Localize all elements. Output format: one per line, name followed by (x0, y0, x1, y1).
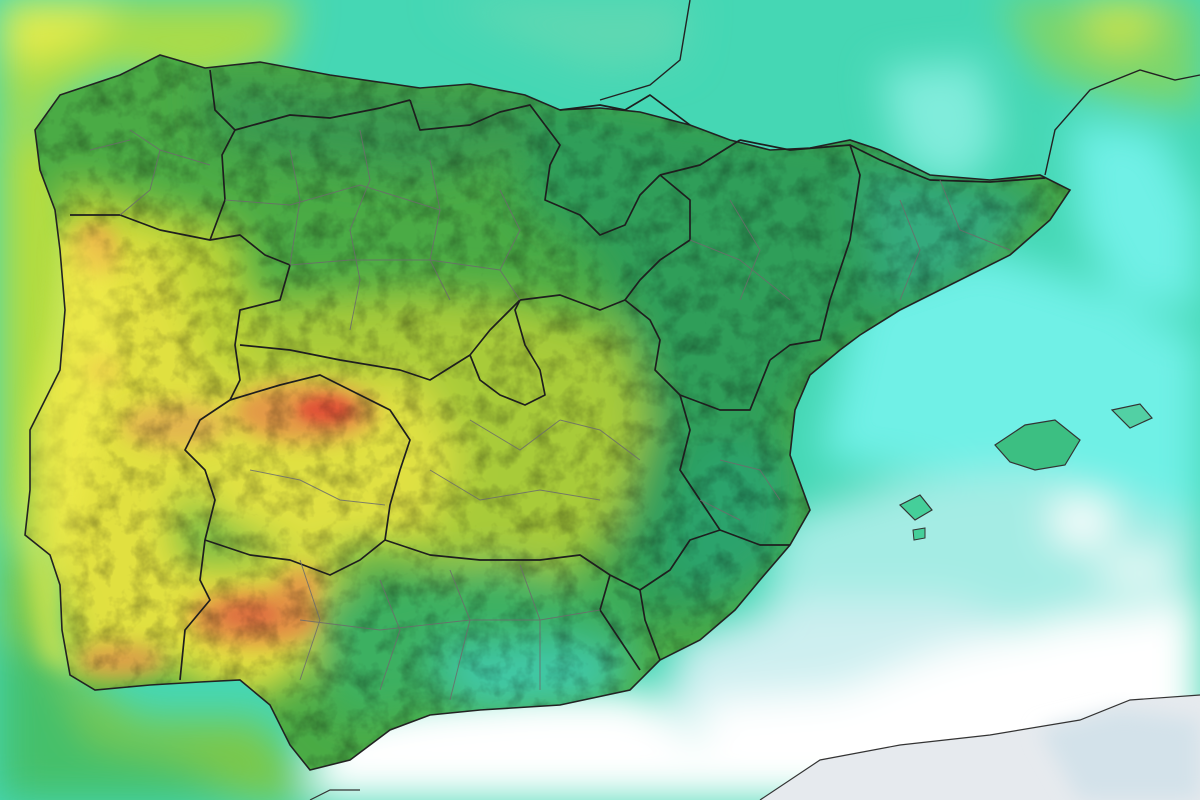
portugal-shading (20, 230, 120, 680)
coastline (24, 0, 1200, 800)
balearic-islands (898, 403, 1153, 541)
province-borders (89, 129, 1011, 701)
